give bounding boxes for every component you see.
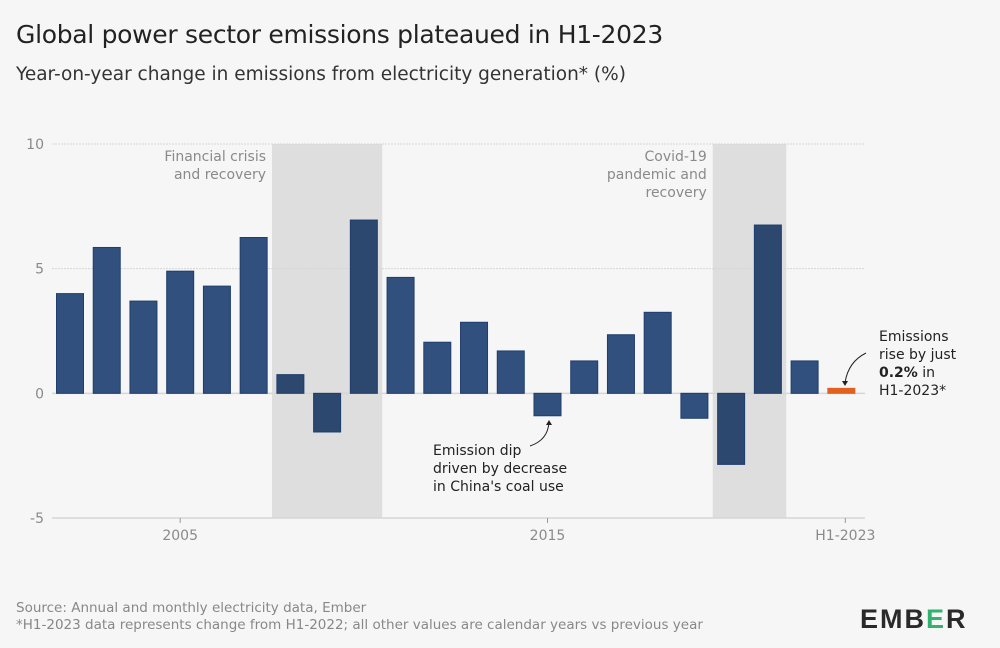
bar-h1-2023 xyxy=(827,387,856,394)
bar-2004 xyxy=(129,300,158,394)
annotation-arrow xyxy=(844,352,867,384)
shaded-period-label: Financial crisis xyxy=(164,149,266,165)
y-tick-label: -5 xyxy=(30,511,44,527)
y-tick-label: 0 xyxy=(35,386,44,402)
bar-2002 xyxy=(56,293,84,394)
x-tick-label: 2015 xyxy=(530,528,566,544)
bar-2022 xyxy=(790,360,819,394)
arrowhead-icon xyxy=(842,381,848,386)
ember-logo: EMBER xyxy=(860,604,968,634)
bar-2003 xyxy=(92,246,121,394)
bar-2015 xyxy=(533,392,562,417)
annotation-text: 0.2% in xyxy=(879,365,935,381)
annotation-text: driven by decrease xyxy=(433,461,567,477)
y-tick-label: 10 xyxy=(26,137,44,153)
x-tick-label: H1-2023 xyxy=(815,528,875,544)
shaded-period-label: recovery xyxy=(646,185,707,201)
annotation-text: rise by just xyxy=(879,347,957,363)
bar-2014 xyxy=(496,350,525,394)
bar-2018 xyxy=(643,311,672,394)
bar-2007 xyxy=(239,237,268,394)
chart-subtitle: Year-on-year change in emissions from el… xyxy=(16,64,626,85)
annotation-arrow xyxy=(529,421,550,447)
shaded-period-label: pandemic and xyxy=(607,167,707,183)
bar-2012 xyxy=(423,341,452,394)
bar-2013 xyxy=(460,321,489,394)
annotation-text: H1-2023* xyxy=(879,383,946,399)
bar-2005 xyxy=(166,270,195,394)
chart-title: Global power sector emissions plateaued … xyxy=(16,20,663,49)
bar-2019 xyxy=(680,392,709,419)
arrowhead-icon xyxy=(546,420,552,425)
y-tick-label: 5 xyxy=(35,262,44,278)
bar-2021 xyxy=(753,224,782,394)
bar-2009 xyxy=(313,392,342,433)
bar-2006 xyxy=(202,285,231,394)
bar-2020 xyxy=(717,392,746,465)
source-note: Source: Annual and monthly electricity d… xyxy=(16,600,367,616)
footnote: *H1-2023 data represents change from H1-… xyxy=(16,617,703,633)
annotation-text: Emission dip xyxy=(433,443,522,459)
bar-2017 xyxy=(606,334,635,394)
bar-2016 xyxy=(570,360,599,394)
bar-2008 xyxy=(276,374,305,394)
annotation-text: Emissions xyxy=(879,329,949,345)
bar-2011 xyxy=(386,276,415,394)
x-tick-label: 2005 xyxy=(162,528,198,544)
bar-2010 xyxy=(349,219,378,394)
annotation-text: in China's coal use xyxy=(433,479,564,495)
shaded-period-label: Covid-19 xyxy=(644,149,706,165)
shaded-period-label: and recovery xyxy=(174,167,266,183)
